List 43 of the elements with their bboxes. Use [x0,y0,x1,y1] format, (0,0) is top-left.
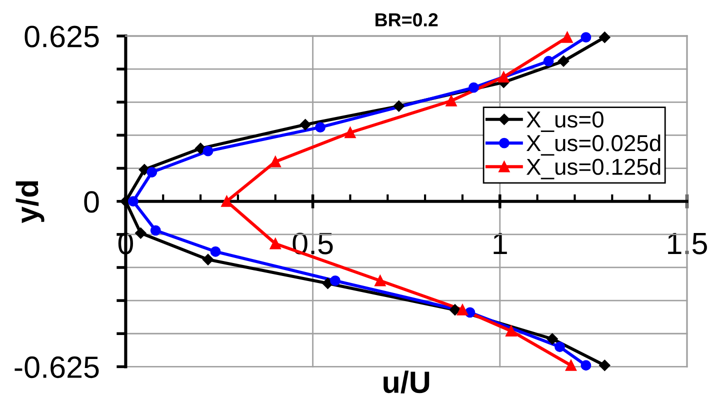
legend-label: X_us=0 [526,111,604,132]
point [580,360,592,371]
point [128,196,138,207]
chart-title: BR=0.2 [376,13,438,26]
y-tick-label: -0.625 [14,356,99,378]
point [300,119,311,130]
point [446,95,457,106]
point [393,100,404,112]
x-tick-label: 1 [494,233,507,254]
point [456,304,468,316]
point [270,156,281,168]
point [202,254,214,266]
legend-label: X_us=0.125d [526,158,660,180]
point [546,333,558,345]
point [146,167,158,178]
point [543,56,554,66]
point [449,304,461,316]
point [210,246,221,257]
y-tick-label: 0.625 [24,26,99,48]
point [135,227,146,239]
point [599,32,610,43]
y-axis-title: y/d [16,181,44,224]
x-tick-label: 1.5 [668,233,707,254]
point [202,146,214,156]
point [315,122,326,132]
legend-label: X_us=0.025d [526,134,660,156]
point [468,82,479,93]
x-axis-title: u/U [384,370,430,394]
point [599,360,610,371]
point [554,342,565,352]
point [506,325,517,337]
point [344,127,356,138]
point [221,196,232,207]
point [562,32,573,43]
point [270,238,281,250]
point [374,275,386,286]
y-tick-label: 0 [84,191,99,213]
point [565,360,577,371]
point [498,71,510,83]
point [150,225,161,236]
point [558,56,570,67]
point [580,32,592,43]
point [330,276,340,286]
